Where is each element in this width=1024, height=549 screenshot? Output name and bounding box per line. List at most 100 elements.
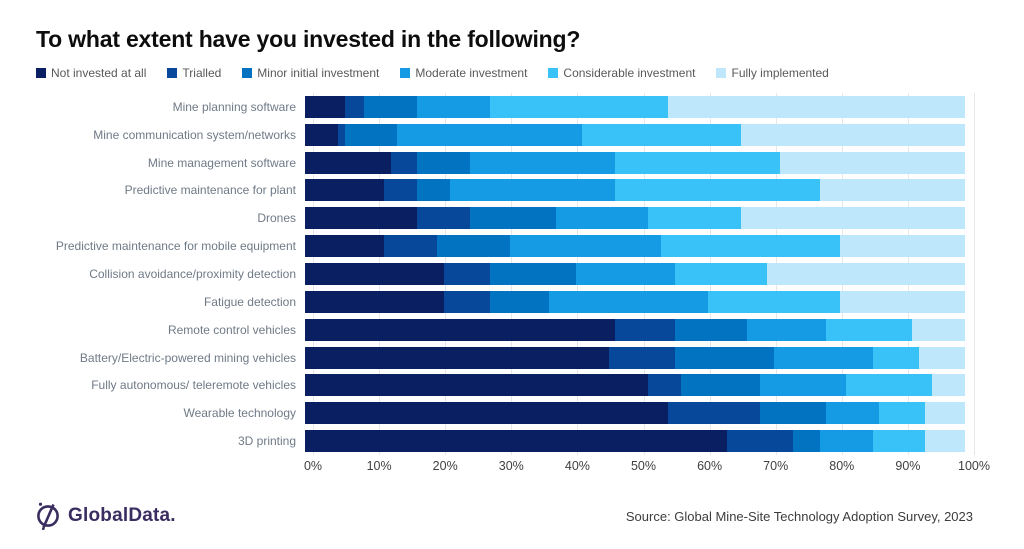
legend-swatch bbox=[242, 68, 253, 78]
bar-segment bbox=[918, 346, 965, 369]
bar-segment bbox=[384, 235, 437, 258]
bar-segment bbox=[740, 207, 965, 230]
bar-segment bbox=[549, 290, 708, 313]
legend-label: Not invested at all bbox=[51, 66, 147, 80]
bar-segment bbox=[793, 430, 820, 453]
gridline bbox=[974, 93, 975, 455]
bar-segment bbox=[305, 95, 345, 118]
bar-segment bbox=[575, 262, 675, 285]
bar-segment bbox=[397, 123, 583, 146]
globaldata-logo: GlobalData. bbox=[34, 501, 176, 530]
bar-segment bbox=[872, 346, 919, 369]
stacked-bar bbox=[305, 207, 965, 230]
bar-segment bbox=[661, 235, 840, 258]
x-axis-tick-label: 40% bbox=[564, 459, 590, 473]
bar-segment bbox=[509, 235, 662, 258]
legend-item: Minor initial investment bbox=[242, 66, 379, 80]
stacked-bar bbox=[305, 95, 965, 118]
x-axis: 0% 10% 20% 30% 40% 50% 60% 70% 80% 90% 100% bbox=[304, 459, 990, 479]
bar-segment bbox=[879, 402, 926, 425]
bar-row: Fully autonomous/ teleremote vehicles bbox=[36, 371, 988, 399]
bar-segment bbox=[417, 207, 470, 230]
bar-segment bbox=[615, 318, 675, 341]
bar-segment bbox=[450, 179, 616, 202]
legend-item: Moderate investment bbox=[400, 66, 527, 80]
x-axis-tick-label: 0% bbox=[303, 459, 323, 473]
bar-segment bbox=[305, 151, 391, 174]
stacked-bar bbox=[305, 430, 965, 453]
stacked-bar bbox=[305, 402, 965, 425]
legend-item: Fully implemented bbox=[716, 66, 829, 80]
bar-row: Remote control vehicles bbox=[36, 316, 988, 344]
brand-name: GlobalData. bbox=[68, 504, 176, 526]
stacked-bar bbox=[305, 235, 965, 258]
bar-segment bbox=[615, 179, 820, 202]
bar-segment bbox=[674, 346, 774, 369]
bar-segment bbox=[305, 179, 385, 202]
stacked-bar bbox=[305, 290, 965, 313]
bar-segment bbox=[417, 95, 490, 118]
bar-segment bbox=[648, 374, 682, 397]
bar-segment bbox=[469, 151, 616, 174]
bar-segment bbox=[667, 95, 965, 118]
bar-segment bbox=[839, 235, 965, 258]
category-label: Predictive maintenance for mobile equipm… bbox=[55, 239, 296, 254]
bar-segment bbox=[305, 235, 385, 258]
globaldata-logo-icon bbox=[37, 502, 59, 530]
bar-segment bbox=[674, 318, 748, 341]
bar-segment bbox=[760, 374, 847, 397]
bar-segment bbox=[925, 402, 965, 425]
stacked-bar bbox=[305, 179, 965, 202]
bar-segment bbox=[305, 123, 338, 146]
bar-row: Drones bbox=[36, 204, 988, 232]
bar-segment bbox=[707, 290, 840, 313]
category-label: Collision avoidance/proximity detection bbox=[89, 266, 296, 281]
bar-segment bbox=[489, 95, 668, 118]
bar-segment bbox=[819, 179, 965, 202]
bar-segment bbox=[668, 402, 761, 425]
category-label: Drones bbox=[257, 211, 296, 226]
bar-segment bbox=[773, 346, 873, 369]
source-text: Source: Global Mine-Site Technology Adop… bbox=[625, 509, 973, 524]
bar-segment bbox=[681, 374, 761, 397]
bar-segment bbox=[674, 262, 767, 285]
x-axis-tick-label: 90% bbox=[895, 459, 921, 473]
legend-swatch bbox=[400, 68, 411, 78]
x-axis-tick-label: 70% bbox=[763, 459, 789, 473]
bar-segment bbox=[740, 123, 965, 146]
category-label: Remote control vehicles bbox=[167, 322, 296, 337]
category-label: Fatigue detection bbox=[203, 294, 296, 309]
bar-segment bbox=[305, 346, 609, 369]
bar-segment bbox=[443, 290, 490, 313]
stacked-bar bbox=[305, 346, 965, 369]
legend-item: Not invested at all bbox=[36, 66, 146, 80]
bar-segment bbox=[305, 262, 444, 285]
x-axis-tick-label: 100% bbox=[958, 459, 990, 473]
bar-segment bbox=[338, 123, 345, 146]
bar-segment bbox=[826, 318, 913, 341]
bar-row: Predictive maintenance for plant bbox=[36, 177, 988, 205]
bar-segment bbox=[846, 374, 932, 397]
bar-segment bbox=[727, 430, 794, 453]
x-axis-tick-label: 20% bbox=[432, 459, 458, 473]
bar-segment bbox=[305, 290, 444, 313]
legend-label: Fully implemented bbox=[731, 66, 829, 80]
bar-rows: Mine planning software Mine communication… bbox=[36, 93, 988, 455]
legend-swatch bbox=[167, 68, 178, 78]
bar-segment bbox=[555, 207, 649, 230]
stacked-bar bbox=[305, 262, 965, 285]
category-label: Mine planning software bbox=[172, 99, 296, 114]
bar-segment bbox=[648, 207, 741, 230]
bar-segment bbox=[582, 123, 741, 146]
bar-segment bbox=[443, 262, 490, 285]
legend-swatch bbox=[548, 68, 559, 78]
bar-segment bbox=[436, 235, 510, 258]
bar-segment bbox=[489, 262, 576, 285]
category-label: Battery/Electric-powered mining vehicles bbox=[79, 350, 296, 365]
x-axis-tick-label: 80% bbox=[829, 459, 855, 473]
legend-item: Considerable investment bbox=[548, 66, 695, 80]
legend-item: Trialled bbox=[167, 66, 221, 80]
bar-segment bbox=[305, 318, 616, 341]
bar-segment bbox=[344, 95, 365, 118]
